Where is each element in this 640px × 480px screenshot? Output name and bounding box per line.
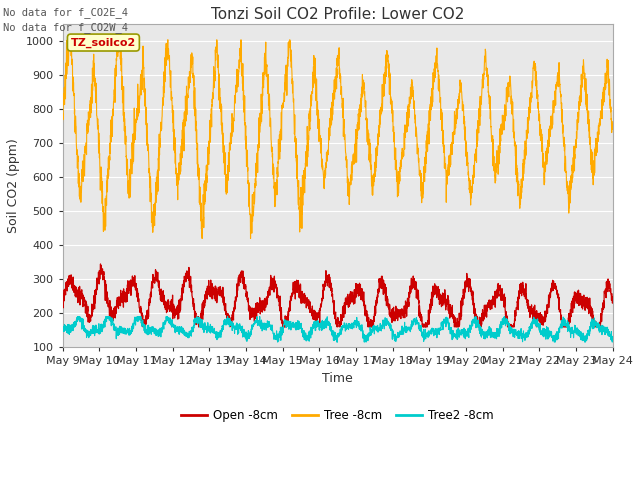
X-axis label: Time: Time bbox=[322, 372, 353, 385]
Title: Tonzi Soil CO2 Profile: Lower CO2: Tonzi Soil CO2 Profile: Lower CO2 bbox=[211, 7, 464, 22]
Text: No data for f_CO2W_4: No data for f_CO2W_4 bbox=[3, 22, 128, 33]
Y-axis label: Soil CO2 (ppm): Soil CO2 (ppm) bbox=[7, 138, 20, 233]
Text: No data for f_CO2E_4: No data for f_CO2E_4 bbox=[3, 7, 128, 18]
Text: TZ_soilco2: TZ_soilco2 bbox=[71, 37, 136, 48]
Legend: Open -8cm, Tree -8cm, Tree2 -8cm: Open -8cm, Tree -8cm, Tree2 -8cm bbox=[177, 405, 499, 427]
